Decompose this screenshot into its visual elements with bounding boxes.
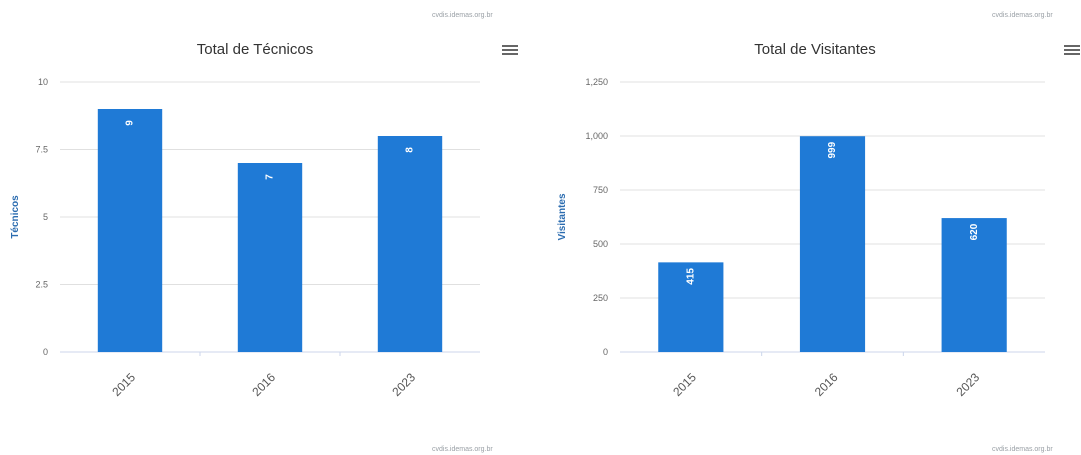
y-tick-label: 1,000 (585, 131, 608, 141)
credit-bottom[interactable]: cvdis.idemas.org.br (432, 446, 493, 453)
bar (658, 262, 724, 352)
y-tick-label: 0 (603, 347, 608, 357)
bar-chart-visitantes: Total de Visitantes Visitantes 0 250 500 750 1… (557, 41, 1045, 399)
y-tick-label: 5 (43, 212, 48, 222)
data-label: 999 (827, 141, 838, 158)
data-label: 415 (685, 268, 696, 285)
chart-panel-tecnicos: cvdis.idemas.org.br Total de Técnicos Téc… (0, 0, 540, 455)
x-tick-label: 2016 (812, 370, 841, 399)
chart-title: Total de Visitantes (754, 41, 875, 58)
y-tick-label: 250 (593, 293, 608, 303)
x-tick-label: 2023 (954, 370, 983, 399)
bar-chart-tecnicos: Total de Técnicos Técnicos 0 2.5 5 7.5 10 9 2015… (10, 41, 480, 399)
y-tick-label: 750 (593, 185, 608, 195)
y-tick-label: 2.5 (35, 280, 48, 290)
y-axis-label: Técnicos (10, 195, 21, 239)
y-tick-label: 500 (593, 239, 608, 249)
bar (941, 218, 1007, 352)
credit-top[interactable]: cvdis.idemas.org.br (992, 12, 1053, 19)
y-tick-label: 7.5 (35, 145, 48, 155)
bar (377, 136, 443, 352)
data-label: 8 (405, 147, 416, 153)
data-label: 9 (125, 120, 136, 126)
credit-top[interactable]: cvdis.idemas.org.br (432, 12, 493, 19)
x-tick-label: 2023 (389, 370, 418, 399)
y-tick-label: 0 (43, 347, 48, 357)
x-tick-label: 2015 (670, 370, 699, 399)
data-label: 620 (969, 223, 980, 240)
hamburger-menu-icon[interactable] (502, 43, 518, 57)
data-label: 7 (265, 174, 276, 180)
bar (237, 163, 303, 352)
credit-bottom[interactable]: cvdis.idemas.org.br (992, 446, 1053, 453)
hamburger-menu-icon[interactable] (1064, 43, 1080, 57)
bar (97, 109, 163, 352)
y-axis-label: Visitantes (557, 193, 568, 240)
y-tick-label: 1,250 (585, 77, 608, 87)
chart-panel-visitantes: cvdis.idemas.org.br Total de Visitantes V… (540, 0, 1080, 455)
x-tick-label: 2015 (109, 370, 138, 399)
bar (799, 136, 866, 352)
x-tick-label: 2016 (249, 370, 278, 399)
y-tick-label: 10 (38, 77, 48, 87)
chart-title: Total de Técnicos (197, 41, 313, 58)
